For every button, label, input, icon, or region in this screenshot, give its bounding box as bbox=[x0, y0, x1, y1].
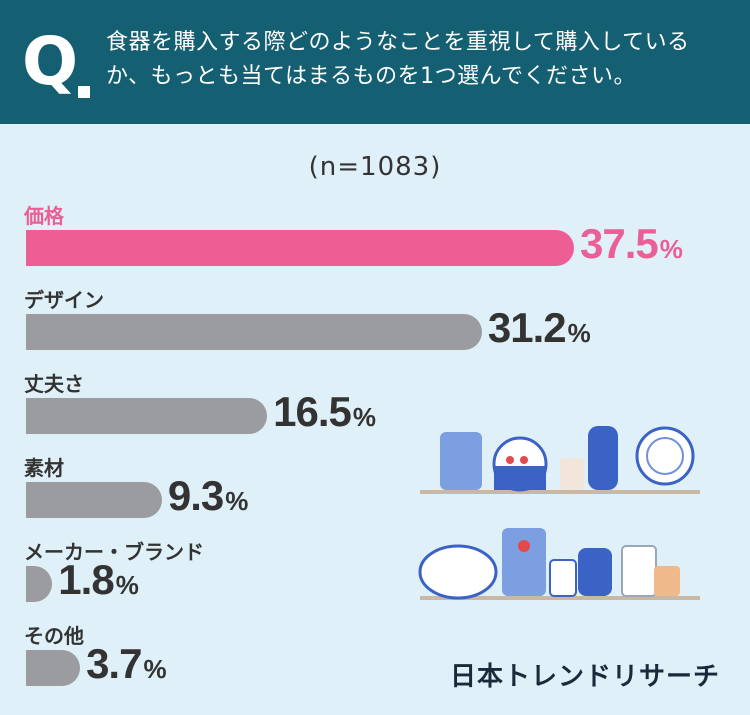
bar bbox=[26, 314, 482, 350]
value-number: 16.5 bbox=[273, 388, 352, 435]
value-unit: % bbox=[567, 318, 591, 348]
q-mark: Q bbox=[22, 23, 79, 100]
value-label: 9.3% bbox=[168, 472, 249, 520]
tableware-illustration bbox=[418, 426, 700, 600]
value-unit: % bbox=[225, 486, 249, 516]
bar bbox=[26, 398, 268, 434]
value-label: 31.2% bbox=[488, 304, 591, 352]
bar bbox=[26, 566, 53, 602]
value-unit: % bbox=[352, 402, 376, 432]
value-label: 37.5% bbox=[580, 220, 683, 268]
value-number: 37.5 bbox=[580, 220, 659, 267]
value-unit: % bbox=[659, 234, 683, 264]
category-label: 素材 bbox=[24, 456, 64, 480]
category-label: その他 bbox=[24, 624, 84, 648]
value-label: 1.8% bbox=[58, 556, 139, 604]
bar bbox=[26, 482, 162, 518]
value-number: 3.7 bbox=[86, 640, 142, 687]
value-number: 1.8 bbox=[58, 556, 114, 603]
brand-logo: 日本トレンドリサーチ bbox=[449, 662, 720, 692]
category-label: デザイン bbox=[24, 288, 104, 312]
value-number: 31.2 bbox=[487, 304, 567, 351]
value-unit: % bbox=[115, 570, 139, 600]
value-number: 9.3 bbox=[167, 472, 224, 519]
sample-size: (n=1083) bbox=[308, 152, 442, 182]
category-label: 丈夫さ bbox=[24, 372, 84, 396]
category-label: 価格 bbox=[24, 204, 64, 228]
bar bbox=[26, 230, 574, 266]
q-dot bbox=[78, 86, 90, 98]
category-label: メーカー・ブランド bbox=[24, 540, 204, 564]
value-label: 3.7% bbox=[86, 640, 167, 688]
bar bbox=[26, 650, 81, 686]
value-unit: % bbox=[143, 654, 167, 684]
value-label: 16.5% bbox=[273, 388, 376, 436]
question-text: 食器を購入する際どのようなことを重視して購入しているか、もっとも当てはまるものを… bbox=[106, 30, 690, 89]
question-header: Q 食器を購入する際どのようなことを重視して購入しているか、もっとも当てはまるも… bbox=[0, 0, 750, 124]
